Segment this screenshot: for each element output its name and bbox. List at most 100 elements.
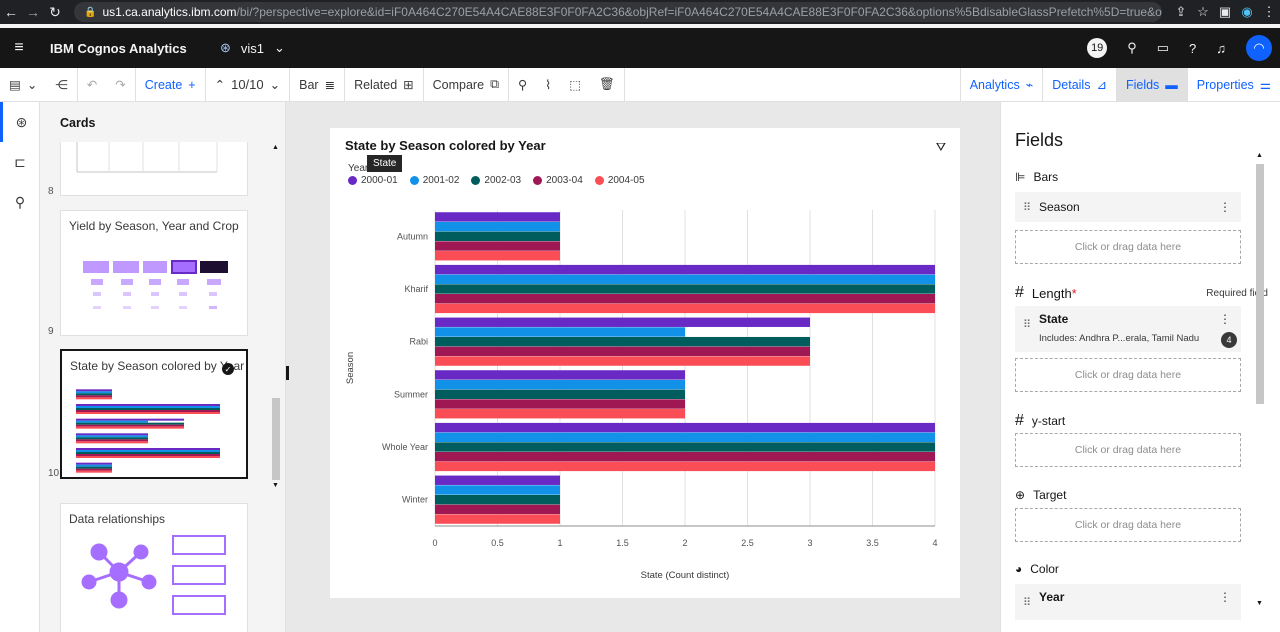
thumbnail-bar [76, 441, 148, 444]
avatar[interactable]: ◠ [1246, 35, 1272, 61]
legend-item[interactable]: 2002-03 [471, 175, 521, 186]
bars-drop-zone[interactable]: Click or drag data here [1015, 230, 1241, 264]
share-button[interactable]: ⋲ [46, 67, 78, 102]
relationships-rail-button[interactable]: ⊏ [0, 142, 40, 182]
splitter-handle[interactable] [286, 366, 289, 380]
scrollbar-thumb[interactable] [1256, 164, 1264, 404]
cards-scrollbar[interactable]: ▲ ▼ [271, 142, 281, 492]
legend-label: 2003-04 [546, 175, 583, 186]
x-tick-label: 1 [557, 538, 562, 548]
thumbnail-bar [76, 393, 112, 396]
back-icon[interactable]: ← [4, 4, 18, 20]
filter-icon[interactable]: ⛛ [935, 140, 946, 154]
tab-properties[interactable]: Properties ⚌ [1186, 67, 1280, 102]
legend-item[interactable]: 2003-04 [533, 175, 583, 186]
insight-button[interactable]: ⌇ [536, 68, 560, 102]
share-icon[interactable]: ⇪ [1175, 4, 1187, 19]
panel-splitter[interactable] [286, 102, 292, 632]
thumbnail-bar [76, 422, 184, 425]
fields-scrollbar[interactable]: ▲ ▼ [1255, 152, 1265, 612]
thumbnail-bar [76, 448, 220, 450]
card-10[interactable]: State by Season colored by Year ✓ [60, 349, 248, 479]
chart-card[interactable]: State by Season colored by Year ⛛ Year S… [330, 128, 960, 598]
scroll-up-icon[interactable]: ▲ [1256, 152, 1263, 159]
legend: 2000-01 2001-02 2002-03 2003-04 2004-05 [348, 175, 645, 186]
hamburger-icon[interactable]: ≡ [14, 39, 24, 56]
save-button[interactable]: ▤ ⌄ [0, 68, 46, 102]
card-8[interactable] [60, 142, 248, 196]
redo-button[interactable]: ↷ [106, 67, 136, 102]
sidepanel-icon[interactable]: ▣ [1218, 4, 1232, 19]
tab-fields[interactable]: Fields ▬ [1115, 67, 1187, 102]
notification-count[interactable]: 19 [1087, 38, 1108, 58]
related-button[interactable]: Related ⊞ [345, 67, 424, 102]
legend-swatch [471, 176, 481, 185]
cards-icon: ⊛ [15, 113, 28, 130]
trash-icon: 🗑 [599, 77, 615, 91]
card-data-relationships[interactable]: Data relationships [60, 503, 248, 632]
legend-item[interactable]: 2004-05 [594, 175, 645, 186]
card-9[interactable]: Yield by Season, Year and Crop [60, 210, 248, 336]
thumbnail-bar [76, 466, 112, 469]
bell-icon[interactable]: ♫ [1216, 40, 1226, 56]
more-icon[interactable]: ⋮ [1262, 4, 1276, 19]
expand-button[interactable]: ⬚ [560, 68, 590, 102]
thumbnail-bar [76, 454, 220, 456]
y-tick-label: Winter [402, 495, 428, 505]
address-bar[interactable]: 🔒 us1.ca.analytics.ibm.com /bi/?perspect… [74, 2, 1162, 22]
tab-analytics[interactable]: Analytics ⌁ [959, 67, 1043, 102]
legend-swatch [348, 176, 357, 185]
overflow-menu-icon[interactable]: ⋮ [1219, 312, 1231, 326]
target-icon: ⊕ [1015, 488, 1026, 502]
create-button[interactable]: Create + [136, 67, 206, 102]
target-drop-zone[interactable]: Click or drag data here [1015, 508, 1241, 542]
thumbnail-bar [76, 456, 220, 458]
thumbnail-bar [76, 408, 220, 410]
count-badge: 4 [1221, 332, 1237, 348]
drag-handle-icon[interactable]: ⠿ [1023, 201, 1031, 214]
bar-button[interactable]: Bar ≣ [290, 67, 346, 102]
legend-item[interactable]: 2001-02 [409, 175, 459, 186]
card-navigator[interactable]: ⌃ 10/10 ⌄ [206, 67, 291, 102]
overflow-menu-icon[interactable]: ⋮ [1219, 590, 1231, 604]
cards-rail-button[interactable]: ⊛ [0, 102, 40, 142]
extension-icon[interactable]: ◉ [1241, 4, 1253, 19]
legend-label: 2004-05 [607, 175, 645, 186]
scroll-up-icon[interactable]: ▲ [272, 144, 279, 151]
color-field-year[interactable]: ⠿ Year ⋮ [1015, 584, 1241, 620]
ystart-drop-zone[interactable]: Click or drag data here [1015, 433, 1241, 467]
thumbnail-bar [76, 412, 220, 414]
legend-item[interactable]: 2000-01 [348, 175, 398, 186]
forward-icon[interactable]: → [26, 4, 40, 20]
reload-icon[interactable]: ↻ [49, 3, 61, 20]
scroll-down-icon[interactable]: ▼ [272, 482, 279, 489]
pin-button[interactable]: ⚲ [509, 68, 536, 102]
star-icon[interactable]: ☆ [1197, 4, 1209, 19]
pins-rail-button[interactable]: ⚲ [0, 182, 40, 222]
vis-selector[interactable]: ⊛ vis1 ⌄ [220, 40, 285, 56]
bars-field-season[interactable]: ⠿ Season ⋮ [1015, 192, 1241, 222]
search-icon[interactable]: ⚲ [1127, 40, 1137, 55]
bar-chart: 0 0.5 1 1.5 2 2.5 3 3.5 4 Autumn Kharif Rabi Summer W… [345, 210, 938, 581]
thumbnail-bar [76, 389, 112, 392]
compare-button[interactable]: Compare ⧉ [424, 67, 509, 102]
drag-handle-icon[interactable]: ⠿ [1023, 597, 1031, 609]
bar [435, 409, 685, 419]
tab-details-label: Details [1052, 77, 1091, 92]
scrollbar-thumb[interactable] [272, 398, 280, 480]
legend-swatch [409, 176, 419, 185]
thumbnail-bar [76, 426, 184, 429]
undo-button[interactable]: ↶ [78, 68, 106, 102]
tab-details[interactable]: Details ⊿ [1042, 67, 1116, 102]
bar [435, 461, 935, 472]
length-drop-zone[interactable]: Click or drag data here [1015, 358, 1241, 392]
scroll-down-icon[interactable]: ▼ [1256, 600, 1263, 607]
delete-button[interactable]: 🗑 [590, 67, 625, 102]
drag-handle-icon[interactable]: ⠿ [1023, 319, 1031, 331]
help-icon[interactable]: ? [1189, 40, 1197, 56]
field-label: Year [1039, 590, 1065, 604]
chat-icon[interactable]: ▭ [1156, 40, 1170, 55]
overflow-menu-icon[interactable]: ⋮ [1219, 200, 1231, 214]
x-tick-label: 2 [682, 538, 687, 548]
length-field-state[interactable]: ⠿ State Includes: Andhra P...erala, Tami… [1015, 306, 1241, 352]
